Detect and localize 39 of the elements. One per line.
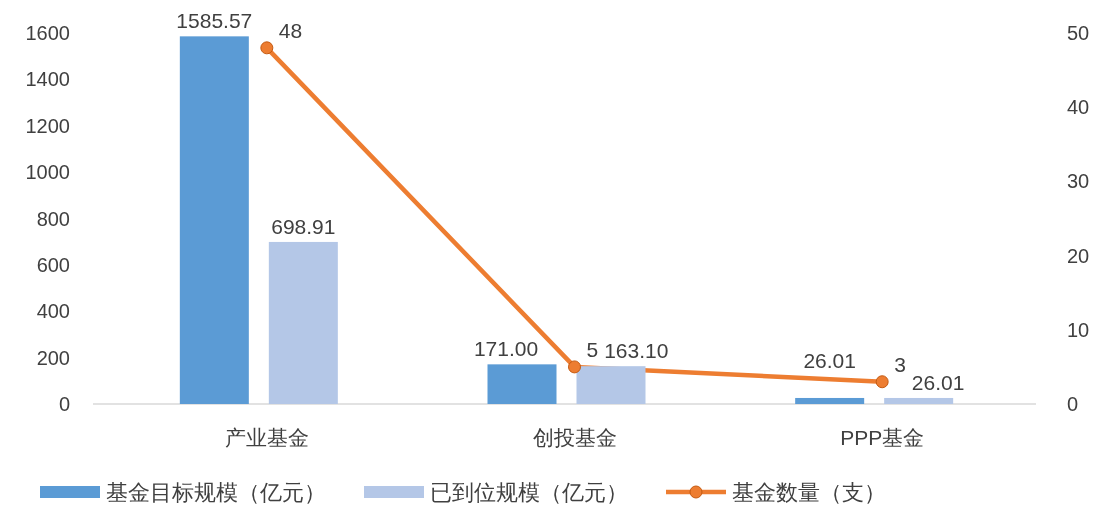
y2-tick-label: 50 [1067, 22, 1090, 44]
data-label: 26.01 [911, 370, 965, 394]
y-tick-label: 400 [36, 300, 70, 323]
x-tick-label: PPP基金 [840, 426, 925, 449]
y-tick-label: 800 [36, 207, 70, 230]
y-tick-label: 1600 [25, 22, 70, 44]
data-label: 26.01 [803, 348, 856, 372]
y-tick-label: 0 [58, 393, 70, 415]
y2-tick-label: 20 [1067, 244, 1090, 267]
y2-tick-label: 0 [1067, 393, 1079, 415]
legend-label: 基金数量（支） [732, 480, 886, 505]
data-label: 163.10 [604, 339, 669, 363]
y-tick-label: 600 [36, 253, 70, 276]
bar [795, 397, 865, 404]
bar [179, 36, 249, 404]
y-tick-label: 1000 [25, 161, 70, 184]
legend-label: 基金目标规模（亿元） [106, 480, 326, 505]
point [260, 41, 274, 55]
bar [487, 364, 557, 404]
data-label: 48 [278, 18, 303, 42]
point [568, 360, 581, 374]
y-tick-label: 200 [36, 346, 70, 369]
data-label: 698.91 [271, 214, 336, 238]
x-tick-label: 创投基金 [532, 426, 617, 449]
y2-tick-label: 40 [1067, 96, 1090, 119]
x-tick-label: 产业基金 [224, 426, 309, 449]
y-tick-label: 1200 [25, 114, 70, 137]
data-label: 171.00 [473, 337, 539, 361]
bar [268, 241, 338, 404]
y2-tick-label: 30 [1067, 170, 1090, 193]
data-label: 3 [894, 352, 906, 376]
legend-label: 已到位规模（亿元） [430, 480, 628, 505]
data-label: 5 [586, 337, 599, 361]
data-label: 1585.57 [176, 9, 253, 33]
bar [576, 366, 646, 404]
bar [884, 397, 954, 404]
y-tick-label: 1400 [25, 68, 70, 91]
point [875, 375, 889, 389]
y2-tick-label: 10 [1067, 318, 1090, 341]
